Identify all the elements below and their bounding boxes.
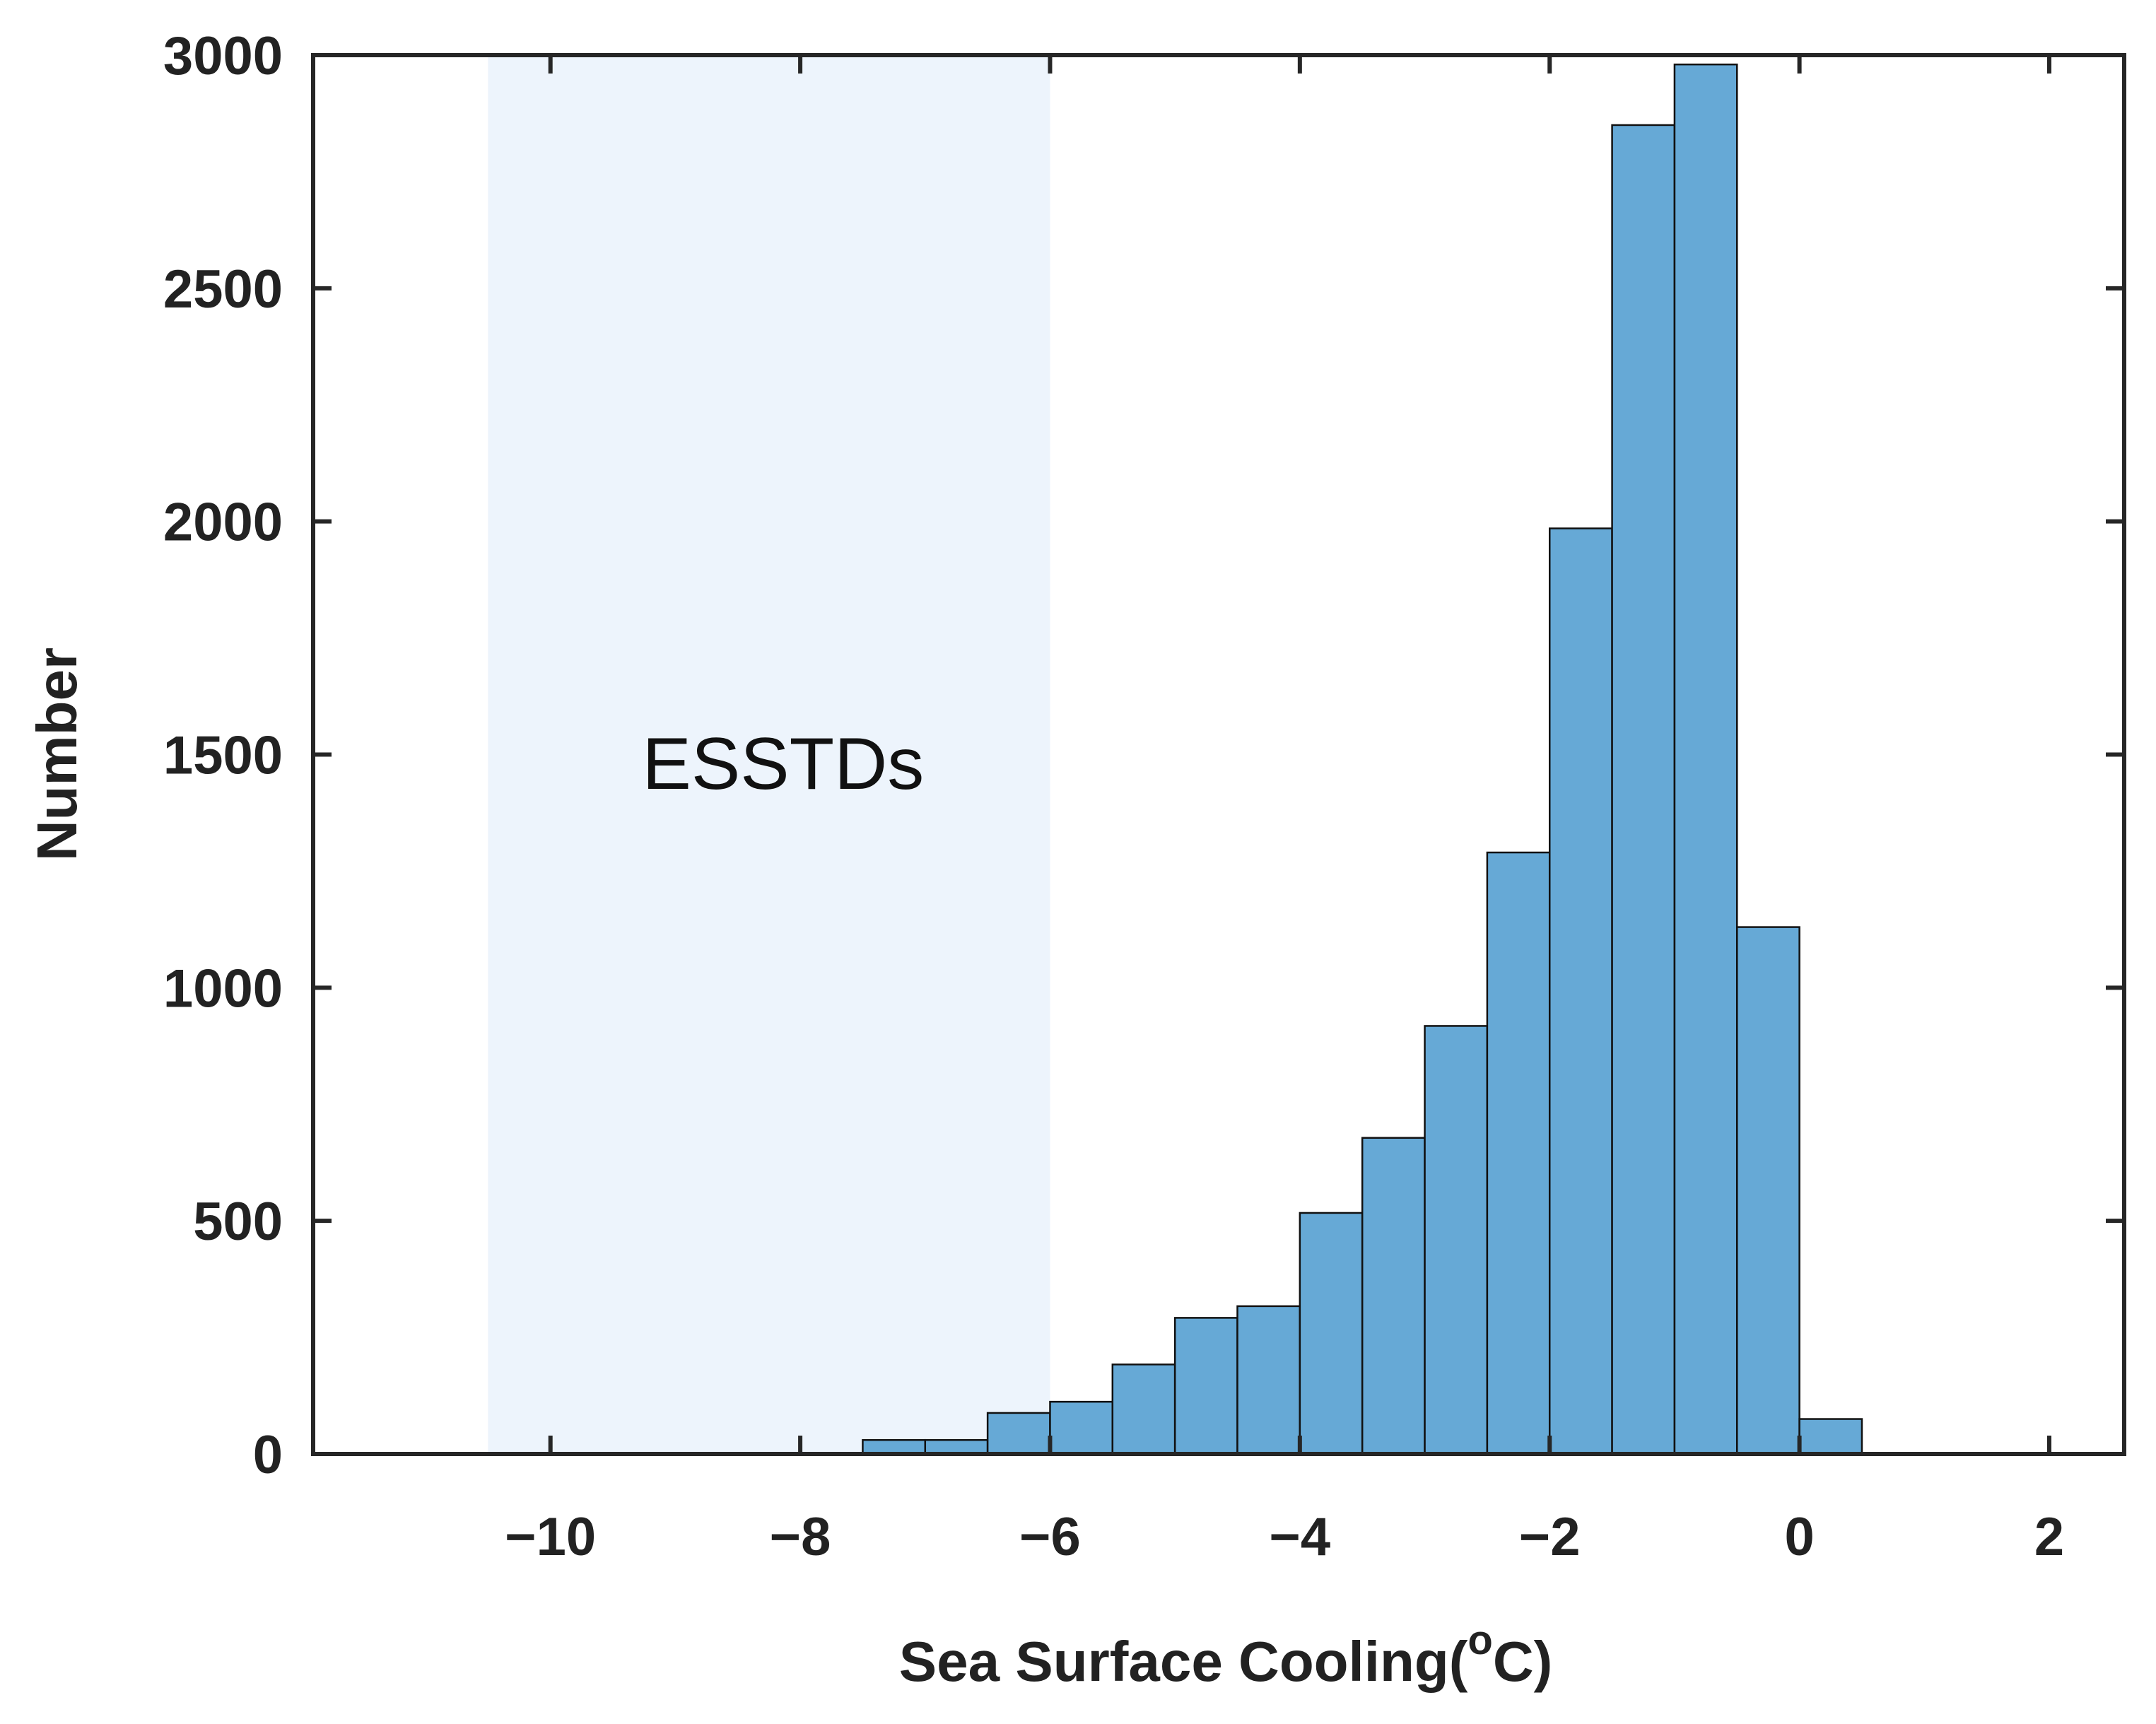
x-tick-label: 0 <box>1784 1507 1814 1567</box>
x-tick-label: 2 <box>2034 1507 2064 1567</box>
histogram-bar-12 <box>1611 124 1676 1455</box>
histogram-bar-15 <box>1798 1418 1863 1455</box>
histogram-bar-2 <box>986 1412 1051 1455</box>
x-axis-title-main: Sea Surface Cooling( <box>899 1630 1468 1693</box>
y-tick-label: 2500 <box>163 259 283 319</box>
x-axis-title: Sea Surface Cooling(oC) <box>899 1617 1552 1693</box>
esstds-label: ESSTDs <box>643 723 925 805</box>
histogram-bar-4 <box>1111 1364 1176 1455</box>
x-tick-label: −10 <box>505 1507 596 1567</box>
x-tick-label: −8 <box>770 1507 831 1567</box>
y-axis-title: Number <box>25 647 88 861</box>
histogram-bar-6 <box>1236 1305 1301 1455</box>
histogram-bar-8 <box>1361 1137 1426 1455</box>
histogram-bar-11 <box>1548 527 1613 1455</box>
histogram-bar-13 <box>1673 63 1738 1455</box>
esstds-shaded-region <box>488 55 1050 1454</box>
histogram-bar-10 <box>1486 851 1551 1455</box>
x-tick-label: −4 <box>1270 1507 1331 1567</box>
y-tick-label: 0 <box>253 1425 283 1485</box>
x-axis-title-degree: o <box>1467 1617 1492 1663</box>
histogram-bar-3 <box>1049 1400 1114 1455</box>
histogram-bar-5 <box>1173 1317 1238 1455</box>
histogram-bar-14 <box>1736 926 1800 1455</box>
y-tick-label: 1000 <box>163 958 283 1019</box>
x-axis-title-unit: C) <box>1493 1630 1552 1693</box>
histogram-bar-9 <box>1424 1025 1489 1455</box>
histogram-bar-7 <box>1299 1212 1364 1455</box>
y-tick-label: 3000 <box>163 26 283 86</box>
y-tick-label: 500 <box>193 1192 283 1252</box>
x-tick-label: −2 <box>1519 1507 1581 1567</box>
y-tick-label: 1500 <box>163 726 283 786</box>
x-tick-label: −6 <box>1019 1507 1081 1567</box>
y-tick-label: 2000 <box>163 493 283 553</box>
